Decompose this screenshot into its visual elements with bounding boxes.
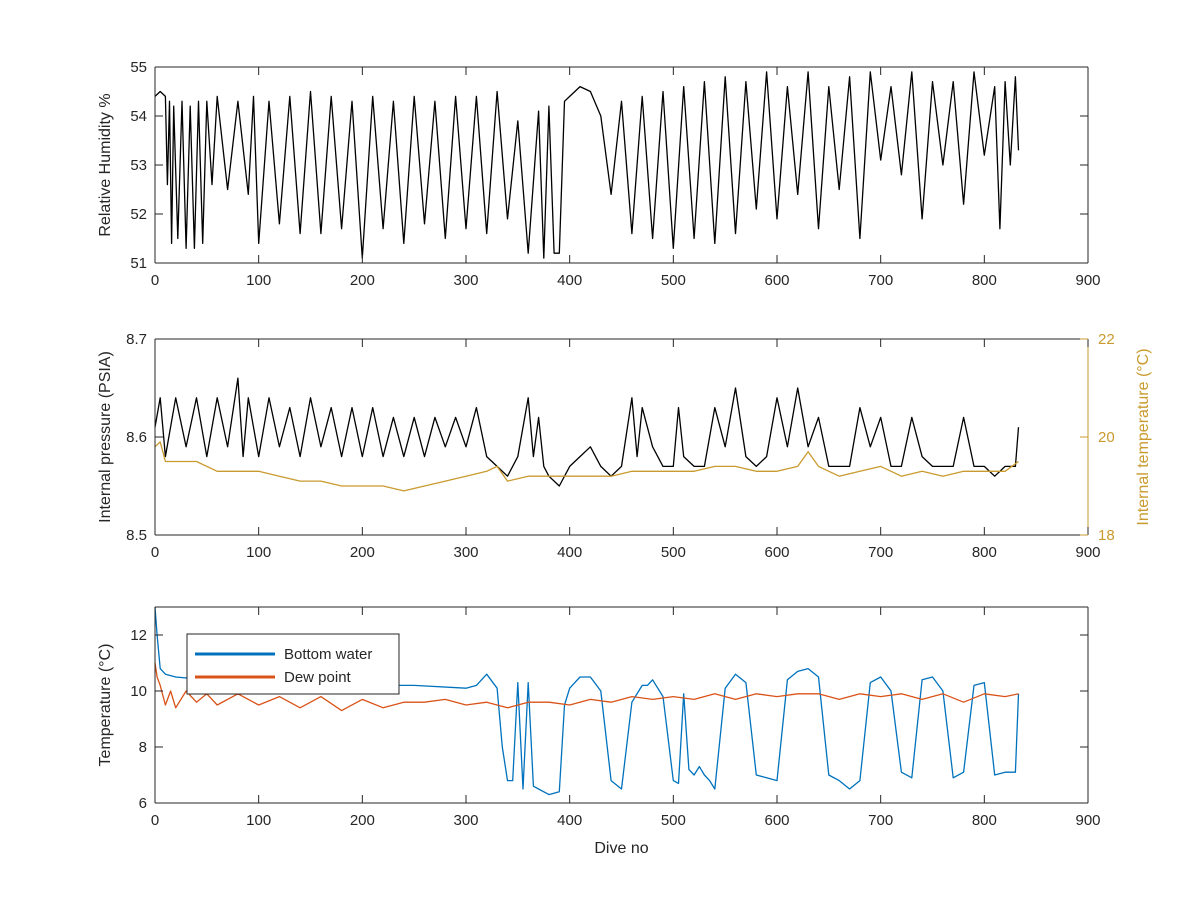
y-right-tick-label: 20 bbox=[1098, 429, 1115, 446]
x-axis-label: Dive no bbox=[594, 840, 648, 857]
x-tick-label: 900 bbox=[1075, 272, 1100, 289]
x-tick-label: 800 bbox=[972, 812, 997, 829]
humidity-panel: 0 100 200 300 400 500 600 700 800 900 51 52 53 54 55 Re… bbox=[97, 59, 1101, 289]
x-tick-label: 300 bbox=[453, 812, 478, 829]
y-tick-label: 54 bbox=[130, 108, 147, 125]
x-tick-label: 700 bbox=[868, 272, 893, 289]
y-tick-label: 52 bbox=[130, 206, 147, 223]
x-tick-label: 100 bbox=[246, 812, 271, 829]
y-tick-label: 8 bbox=[139, 739, 147, 756]
y-tick-label: 53 bbox=[130, 157, 147, 174]
y-tick-label: 8.7 bbox=[126, 331, 147, 348]
x-tick-label: 800 bbox=[972, 544, 997, 561]
bottom-water-series-line bbox=[154, 606, 1020, 796]
y-tick-label: 8.6 bbox=[126, 429, 147, 446]
y-tick-label: 6 bbox=[139, 795, 147, 812]
series-line-1 bbox=[154, 441, 1019, 492]
x-tick-label: 0 bbox=[151, 272, 159, 289]
x-tick-label: 900 bbox=[1075, 812, 1100, 829]
y-tick-label: 51 bbox=[130, 255, 147, 272]
x-tick-label: 800 bbox=[972, 272, 997, 289]
y-right-tick-label: 22 bbox=[1098, 331, 1115, 348]
series-line-0 bbox=[154, 377, 1020, 487]
y-right-tick-label: 18 bbox=[1098, 527, 1115, 544]
x-tick-label: 0 bbox=[151, 544, 159, 561]
y-tick-label: 55 bbox=[130, 59, 147, 76]
x-tick-label: 400 bbox=[557, 544, 582, 561]
x-tick-label: 700 bbox=[868, 812, 893, 829]
y-tick-label: 8.5 bbox=[126, 527, 147, 544]
y-tick-label: 12 bbox=[130, 627, 147, 644]
x-tick-label: 500 bbox=[661, 812, 686, 829]
x-tick-label: 200 bbox=[350, 544, 375, 561]
x-tick-label: 200 bbox=[350, 272, 375, 289]
legend: Bottom water Dew point bbox=[186, 633, 400, 695]
water-dewpoint-panel: 0 100 200 300 400 500 600 700 800 900 6 8 10 12 Temper… bbox=[97, 606, 1101, 857]
series-line-0 bbox=[154, 71, 1020, 259]
x-tick-label: 100 bbox=[246, 272, 271, 289]
y-tick-label: 10 bbox=[130, 683, 147, 700]
y-right-axis-label: Internal temperature (°C) bbox=[1135, 348, 1152, 525]
x-tick-label: 600 bbox=[764, 544, 789, 561]
x-tick-label: 200 bbox=[350, 812, 375, 829]
x-tick-label: 400 bbox=[557, 812, 582, 829]
x-tick-label: 300 bbox=[453, 544, 478, 561]
legend-label: Dew point bbox=[284, 669, 352, 686]
x-tick-label: 600 bbox=[764, 812, 789, 829]
y-axis-label: Relative Humidity % bbox=[97, 93, 114, 236]
legend-box bbox=[186, 633, 400, 695]
x-tick-label: 600 bbox=[764, 272, 789, 289]
x-tick-label: 0 bbox=[151, 812, 159, 829]
y-axis-label: Temperature (°C) bbox=[97, 644, 114, 767]
plot-area bbox=[155, 339, 1088, 535]
x-tick-label: 100 bbox=[246, 544, 271, 561]
x-tick-label: 900 bbox=[1075, 544, 1100, 561]
x-tick-label: 500 bbox=[661, 272, 686, 289]
x-tick-label: 700 bbox=[868, 544, 893, 561]
x-tick-label: 400 bbox=[557, 272, 582, 289]
x-tick-label: 300 bbox=[453, 272, 478, 289]
legend-label: Bottom water bbox=[284, 646, 372, 663]
y-axis-label: Internal pressure (PSIA) bbox=[97, 351, 114, 523]
pressure-temperature-panel: 0 100 200 300 400 500 600 700 800 900 8.5 8.6 8.7 18 2… bbox=[97, 331, 1152, 561]
x-tick-label: 500 bbox=[661, 544, 686, 561]
